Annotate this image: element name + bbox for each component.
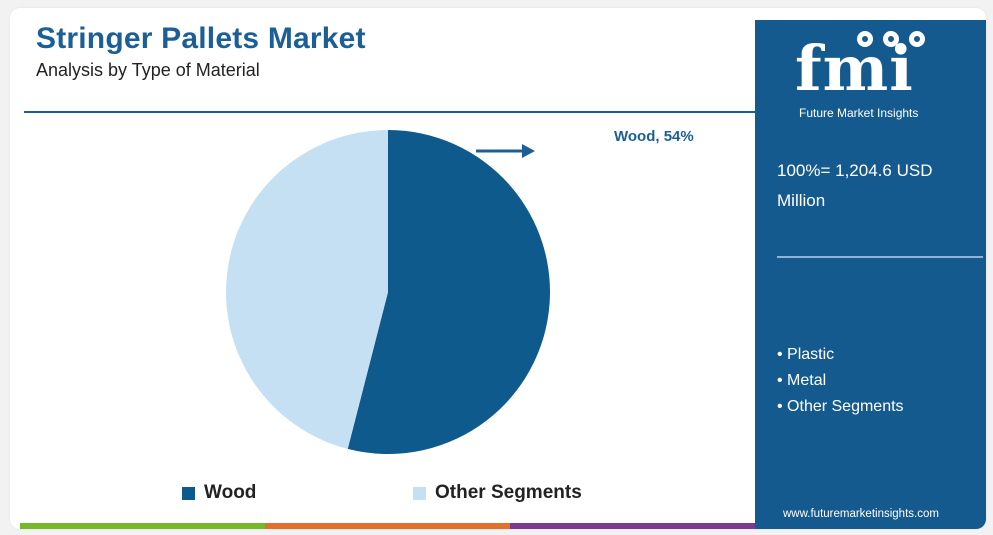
- legend-swatch-other: [413, 486, 426, 500]
- fmi-logo: fmi: [795, 32, 914, 105]
- other-segments-list: • Plastic • Metal • Other Segments: [777, 342, 904, 420]
- accent-orange: [265, 523, 510, 529]
- pie-slice-wood: [347, 130, 551, 455]
- chart-subtitle: Analysis by Type of Material: [36, 60, 260, 80]
- title-divider: [24, 111, 755, 113]
- pie-chart: [226, 130, 551, 455]
- legend-item-other: Other Segments: [413, 482, 582, 504]
- bottom-accent-bar: [20, 523, 755, 529]
- callout-label: Wood, 54%: [614, 128, 694, 145]
- info-panel: fmi Future Market Insights 100%= 1,204.6…: [755, 20, 986, 529]
- logo-figures-icon: [857, 31, 925, 47]
- legend-swatch-wood: [182, 486, 195, 500]
- brand-name: Future Market Insights: [799, 106, 919, 120]
- list-item: • Plastic: [777, 346, 835, 363]
- market-total: 100%= 1,204.6 USD Million: [777, 161, 933, 210]
- chart-title: Stringer Pallets Market: [36, 22, 366, 55]
- chart-card: Stringer Pallets Market Analysis by Type…: [10, 8, 986, 529]
- pie-slice-other-segments: [226, 130, 388, 449]
- website-url: www.futuremarketinsights.com: [783, 508, 939, 520]
- accent-green: [20, 523, 265, 529]
- legend-label-wood: Wood: [204, 482, 257, 503]
- legend-label-other: Other Segments: [435, 482, 582, 503]
- accent-purple: [510, 523, 755, 529]
- list-item: • Metal: [777, 372, 827, 389]
- panel-divider: [777, 256, 983, 258]
- legend-item-wood: Wood: [182, 482, 256, 504]
- callout-arrow-icon: [476, 144, 535, 158]
- list-item: • Other Segments: [777, 398, 904, 415]
- pie-slices: [226, 130, 551, 455]
